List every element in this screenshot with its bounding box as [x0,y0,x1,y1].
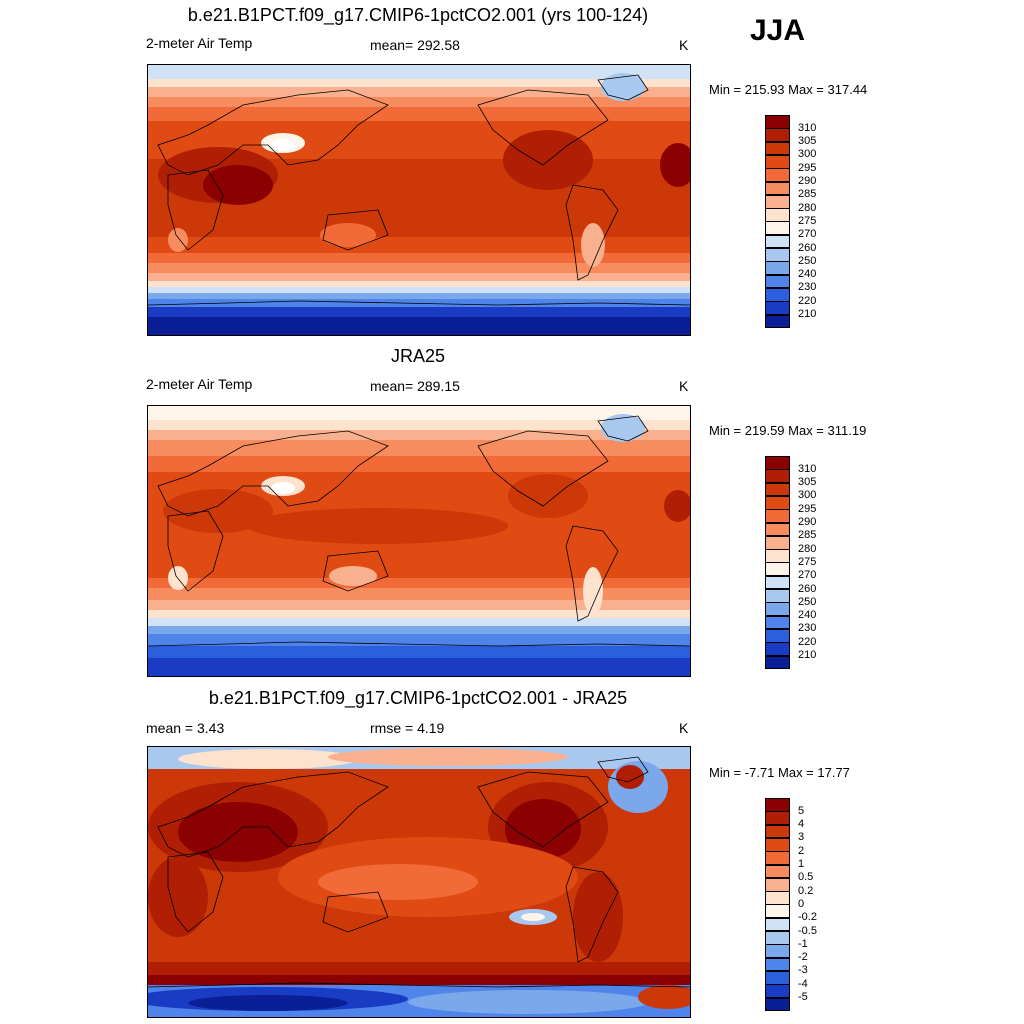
colorbar-tick-label: 290 [798,516,817,528]
panel3-minmax: Min = -7.71 Max = 17.77 [709,765,850,780]
colorbar-tick-label: 0.5 [798,871,814,884]
colorbar-tick-label: 295 [798,502,817,515]
colorbar-tick-label: 4 [798,818,805,831]
colorbar-tick-label: 280 [798,201,817,214]
colorbar-tick-label: 250 [798,595,817,608]
colorbar-tick-label: 275 [798,555,817,568]
panel1-colorbar-frame [765,115,790,328]
colorbar-tick-label: 310 [798,121,817,134]
panel2-map [147,405,691,677]
colorbar-tick-label: 5 [798,804,805,817]
panel1-map-field [148,65,690,335]
colorbar-tick-label: 305 [798,476,817,489]
colorbar-tick-label: 3 [798,831,805,844]
colorbar-tick-label: 280 [798,542,817,555]
panel3-map [147,746,691,1018]
colorbar-tick-label: 240 [798,609,817,622]
panel1-title: b.e21.B1PCT.f09_g17.CMIP6-1pctCO2.001 (y… [187,5,649,25]
colorbar-tick-label: 230 [798,281,817,294]
colorbar-tick-label: -0.2 [798,911,817,924]
panel2-title: JRA25 [390,346,446,366]
colorbar-tick-label: 230 [798,622,817,635]
panel3-rmse-label: rmse = 4.19 [370,720,445,736]
colorbar-tick-label: 1 [798,858,805,870]
colorbar-tick-label: 270 [798,569,817,582]
panel1-minmax: Min = 215.93 Max = 317.44 [709,82,868,97]
panel1-map [147,64,691,336]
colorbar-tick-label: 295 [798,161,817,174]
panel3-units: K [679,720,689,736]
colorbar-tick-label: -2 [798,951,808,964]
colorbar-tick-label: 260 [798,241,817,254]
colorbar-tick-label: 0 [798,897,805,910]
panel2-map-field [148,406,690,676]
panel3-mean-label: mean = 3.43 [146,720,225,736]
panel2-mean-label: mean= 289.15 [370,378,460,394]
colorbar-tick-label: 300 [798,148,817,161]
colorbar-tick-label: 310 [798,462,817,475]
colorbar-tick-label: 305 [798,135,817,148]
colorbar-tick-label: 210 [798,649,817,661]
colorbar-tick-label: 250 [798,254,817,267]
colorbar-tick-label: -5 [798,991,808,1003]
season-label: JJA [750,14,806,47]
colorbar-tick-label: 290 [798,175,817,187]
colorbar-tick-label: 285 [798,188,817,201]
colorbar-tick-label: 210 [798,308,817,320]
colorbar-tick-label: 240 [798,268,817,281]
colorbar-tick-label: 285 [798,529,817,542]
colorbar-tick-label: 270 [798,228,817,241]
panel2-units: K [679,378,689,394]
colorbar-tick-label: -1 [798,937,808,950]
colorbar-tick-label: -0.5 [798,924,817,937]
colorbar-tick-label: 275 [798,214,817,227]
panel1-units: K [679,37,689,53]
panel2-minmax: Min = 219.59 Max = 311.19 [709,423,867,438]
colorbar-tick-label: -3 [798,964,808,977]
colorbar-tick-label: 300 [798,489,817,502]
colorbar-tick-label: 0.2 [798,884,814,897]
colorbar-tick-label: 220 [798,294,817,307]
colorbar-tick-label: 220 [798,635,817,648]
colorbar-tick-label: 260 [798,582,817,595]
colorbar-tick-label: 2 [798,844,805,857]
colorbar-tick-label: -4 [798,977,808,990]
panel3-title: b.e21.B1PCT.f09_g17.CMIP6-1pctCO2.001 - … [208,688,628,708]
panel3-colorbar-frame [765,798,790,1011]
panel3-map-field [148,747,690,1017]
panel1-mean-label: mean= 292.58 [370,37,460,53]
panel2-colorbar-frame [765,456,790,669]
panel1-variable-label: 2-meter Air Temp [146,35,253,51]
panel2-variable-label: 2-meter Air Temp [146,376,253,392]
